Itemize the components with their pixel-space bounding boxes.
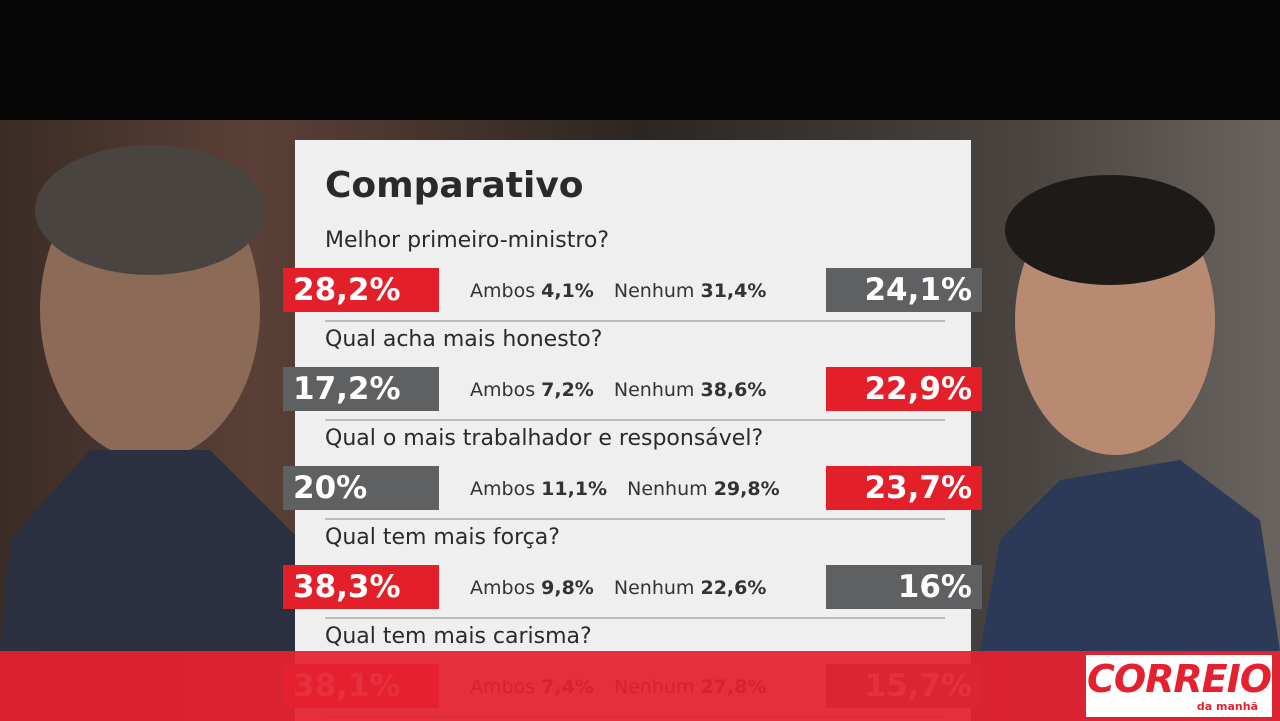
logo-subtext: da manhã bbox=[1196, 700, 1258, 713]
middle-values: Ambos 11,1% Nenhum 29,8% bbox=[470, 478, 780, 500]
divider bbox=[325, 518, 945, 520]
logo[interactable]: CORREIO da manhã bbox=[1086, 655, 1272, 717]
middle-values: Ambos 4,1% Nenhum 31,4% bbox=[470, 280, 766, 302]
panel bbox=[295, 140, 971, 721]
nenhum-value: 29,8% bbox=[713, 478, 780, 500]
nenhum-label: Nenhum bbox=[627, 478, 708, 500]
right-value: 22,9% bbox=[826, 367, 982, 411]
question: Qual tem mais força? bbox=[325, 525, 560, 550]
title: Comparativo bbox=[325, 165, 584, 206]
top-bar bbox=[0, 0, 1280, 120]
right-value: 24,1% bbox=[826, 268, 982, 312]
ambos-label: Ambos bbox=[470, 478, 536, 500]
nenhum-value: 22,6% bbox=[700, 577, 767, 599]
left-value: 17,2% bbox=[283, 367, 439, 411]
nenhum-label: Nenhum bbox=[613, 280, 695, 302]
ambos-label: Ambos bbox=[470, 577, 536, 599]
left-value: 28,2% bbox=[283, 268, 439, 312]
ambos-label: Ambos bbox=[470, 280, 536, 302]
left-jacket bbox=[0, 450, 300, 651]
divider bbox=[325, 419, 945, 421]
left-hair bbox=[35, 145, 265, 275]
left-value: 20% bbox=[283, 466, 439, 510]
middle-values: Ambos 7,2% Nenhum 38,6% bbox=[470, 379, 766, 401]
nenhum-value: 38,6% bbox=[700, 379, 767, 401]
right-value: 23,7% bbox=[826, 466, 982, 510]
right-value: 16% bbox=[826, 565, 982, 609]
nenhum-label: Nenhum bbox=[613, 577, 695, 599]
left-value: 38,3% bbox=[283, 565, 439, 609]
photos bbox=[0, 145, 1280, 651]
nenhum-value: 31,4% bbox=[700, 280, 767, 302]
right-hair bbox=[1005, 175, 1215, 285]
logo-text: CORREIO bbox=[1086, 657, 1272, 701]
question: Qual tem mais carisma? bbox=[325, 624, 592, 649]
divider bbox=[325, 320, 945, 322]
right-jacket bbox=[980, 460, 1280, 651]
question: Qual acha mais honesto? bbox=[325, 327, 603, 352]
middle-values: Ambos 9,8% Nenhum 22,6% bbox=[470, 577, 766, 599]
question: Qual o mais trabalhador e responsável? bbox=[325, 426, 764, 451]
ambos-value: 11,1% bbox=[541, 478, 608, 500]
ambos-value: 7,2% bbox=[541, 379, 594, 401]
ambos-value: 9,8% bbox=[541, 577, 594, 599]
footer-bar bbox=[0, 651, 1280, 721]
divider bbox=[325, 617, 945, 619]
ambos-label: Ambos bbox=[470, 379, 536, 401]
ambos-value: 4,1% bbox=[541, 280, 594, 302]
question: Melhor primeiro-ministro? bbox=[325, 228, 610, 253]
nenhum-label: Nenhum bbox=[613, 379, 695, 401]
